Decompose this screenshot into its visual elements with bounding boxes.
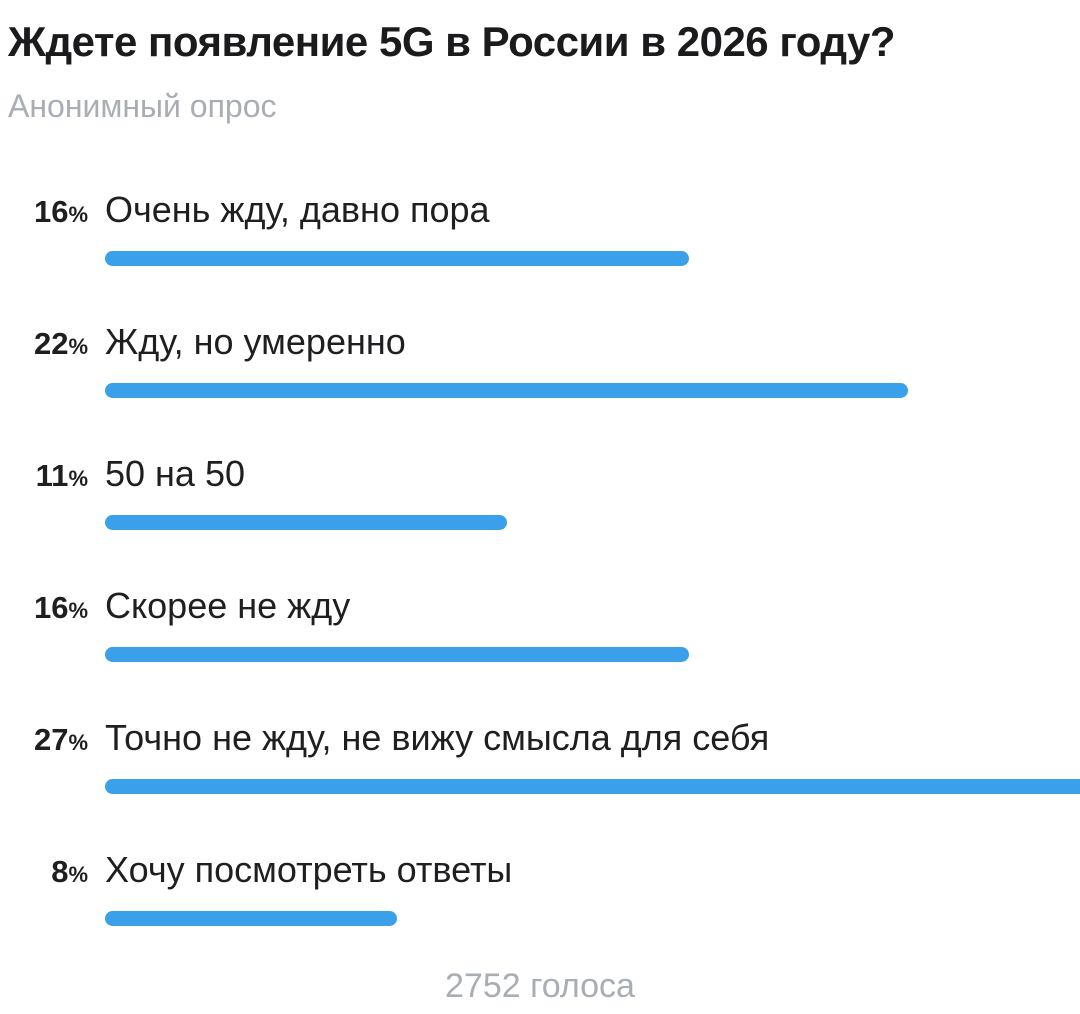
result-bar-track — [105, 251, 1080, 267]
percent-sign: % — [68, 202, 88, 228]
result-bar — [105, 911, 397, 927]
result-bar-track — [105, 383, 1080, 399]
option-percent: 11% — [35, 458, 88, 494]
poll-options-list: 16% Очень жду, давно пора 22% Жду, но ум… — [0, 189, 1080, 931]
poll-option-row: 16% Скорее не жду — [0, 585, 1080, 717]
option-label: Хочу посмотреть ответы — [105, 849, 513, 891]
poll-option-row: 11% 50 на 50 — [0, 453, 1080, 585]
poll-type-label: Анонимный опрос — [8, 88, 277, 125]
result-bar — [105, 383, 908, 399]
result-bar-track — [105, 647, 1080, 663]
result-bar-track — [105, 911, 1080, 927]
result-bar — [105, 251, 689, 267]
percent-sign: % — [68, 730, 88, 756]
option-label: Точно не жду, не вижу смысла для себя — [105, 717, 770, 759]
percent-sign: % — [68, 598, 88, 624]
poll-question: Ждете появление 5G в России в 2026 году? — [8, 18, 896, 65]
poll-option-row: 16% Очень жду, давно пора — [0, 189, 1080, 321]
result-bar-track — [105, 515, 1080, 531]
percent-sign: % — [68, 862, 88, 888]
option-percent: 8% — [51, 854, 88, 890]
option-label: Скорее не жду — [105, 585, 351, 627]
telegram-poll: Ждете появление 5G в России в 2026 году?… — [0, 18, 1080, 1014]
result-bar — [105, 515, 507, 531]
option-percent: 27% — [33, 722, 88, 758]
total-votes-label: 2752 голоса — [445, 967, 635, 1006]
poll-option-row: 27% Точно не жду, не вижу смысла для себ… — [0, 717, 1080, 849]
result-bar — [105, 647, 689, 663]
percent-sign: % — [68, 466, 88, 492]
option-label: Жду, но умеренно — [105, 321, 406, 363]
poll-option-row: 8% Хочу посмотреть ответы — [0, 849, 1080, 931]
option-percent: 22% — [33, 326, 88, 362]
option-percent: 16% — [33, 194, 88, 230]
result-bar-track — [105, 779, 1080, 795]
result-bar — [105, 779, 1080, 795]
option-label: Очень жду, давно пора — [105, 189, 490, 231]
option-percent: 16% — [33, 590, 88, 626]
option-label: 50 на 50 — [105, 453, 245, 495]
percent-sign: % — [68, 334, 88, 360]
poll-option-row: 22% Жду, но умеренно — [0, 321, 1080, 453]
